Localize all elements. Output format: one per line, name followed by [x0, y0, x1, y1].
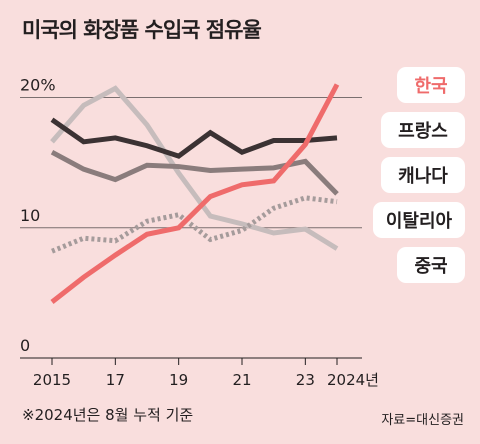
y-tick-label: 0 — [20, 336, 30, 355]
y-tick-label: 20% — [20, 76, 56, 95]
x-tick-label: 21 — [232, 371, 251, 389]
legend-label-캐나다: 캐나다 — [398, 166, 448, 187]
legend-label-중국: 중국 — [414, 256, 447, 277]
y-axis-ticks: 0 10 20% — [20, 76, 56, 355]
x-tick-label: 23 — [296, 371, 315, 389]
legend-box-중국 — [397, 247, 465, 283]
series-line-이탈리아 — [51, 195, 338, 254]
y-tick-label: 10 — [20, 206, 40, 225]
x-tick-label: 2024년 — [327, 371, 379, 389]
legend-label-한국: 한국 — [414, 76, 447, 97]
series-line-프랑스 — [50, 117, 338, 159]
legend-box-이탈리아 — [373, 202, 465, 238]
legend-label-이탈리아: 이탈리아 — [386, 211, 453, 232]
legend-box-한국 — [397, 67, 465, 103]
chart-title: 미국의 화장품 수입국 점유율 — [22, 18, 262, 42]
legend-label-프랑스: 프랑스 — [398, 121, 448, 142]
x-tick-label: 19 — [169, 371, 188, 389]
series-line-중국 — [50, 85, 339, 251]
series-lines — [50, 83, 340, 304]
legend-box-캐나다 — [381, 157, 465, 193]
series-line-한국 — [50, 83, 340, 304]
footnote: ※2024년은 8월 누적 기준 — [22, 406, 194, 424]
source-credit: 자료=대신증권 — [381, 413, 464, 428]
x-tick-label: 2015 — [33, 371, 71, 389]
legend-box-프랑스 — [381, 112, 465, 148]
x-axis: 2015 17 19 21 23 2024년 — [33, 358, 379, 389]
x-tick-label: 17 — [106, 371, 125, 389]
